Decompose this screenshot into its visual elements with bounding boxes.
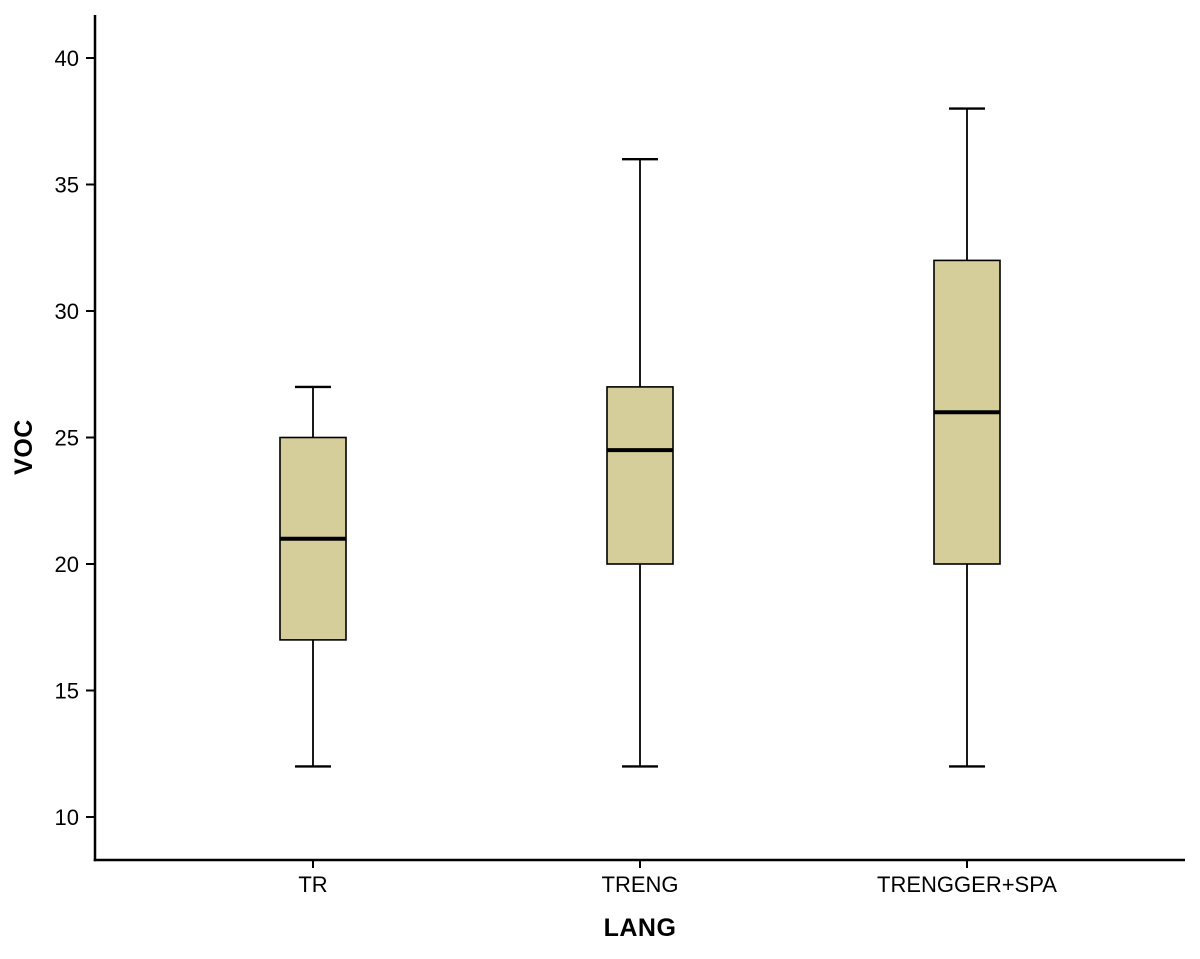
y-tick-label: 40 <box>55 46 79 71</box>
y-axis-title: VOC <box>10 419 38 475</box>
y-tick-label: 30 <box>55 299 79 324</box>
x-axis-title: LANG <box>604 914 677 942</box>
y-tick-label: 35 <box>55 173 79 198</box>
category-label: TR <box>298 872 327 897</box>
y-tick-label: 20 <box>55 552 79 577</box>
y-tick-label: 15 <box>55 678 79 703</box>
iqr-box <box>606 386 674 565</box>
y-tick-label: 25 <box>55 426 79 451</box>
category-label: TRENGGER+SPA <box>877 872 1057 897</box>
plot-area: 10 15 20 25 30 35 40 TR TRENG TRENGGER+SPA <box>55 15 1185 897</box>
y-tick-label: 10 <box>55 805 79 830</box>
category-label: TRENG <box>602 872 679 897</box>
